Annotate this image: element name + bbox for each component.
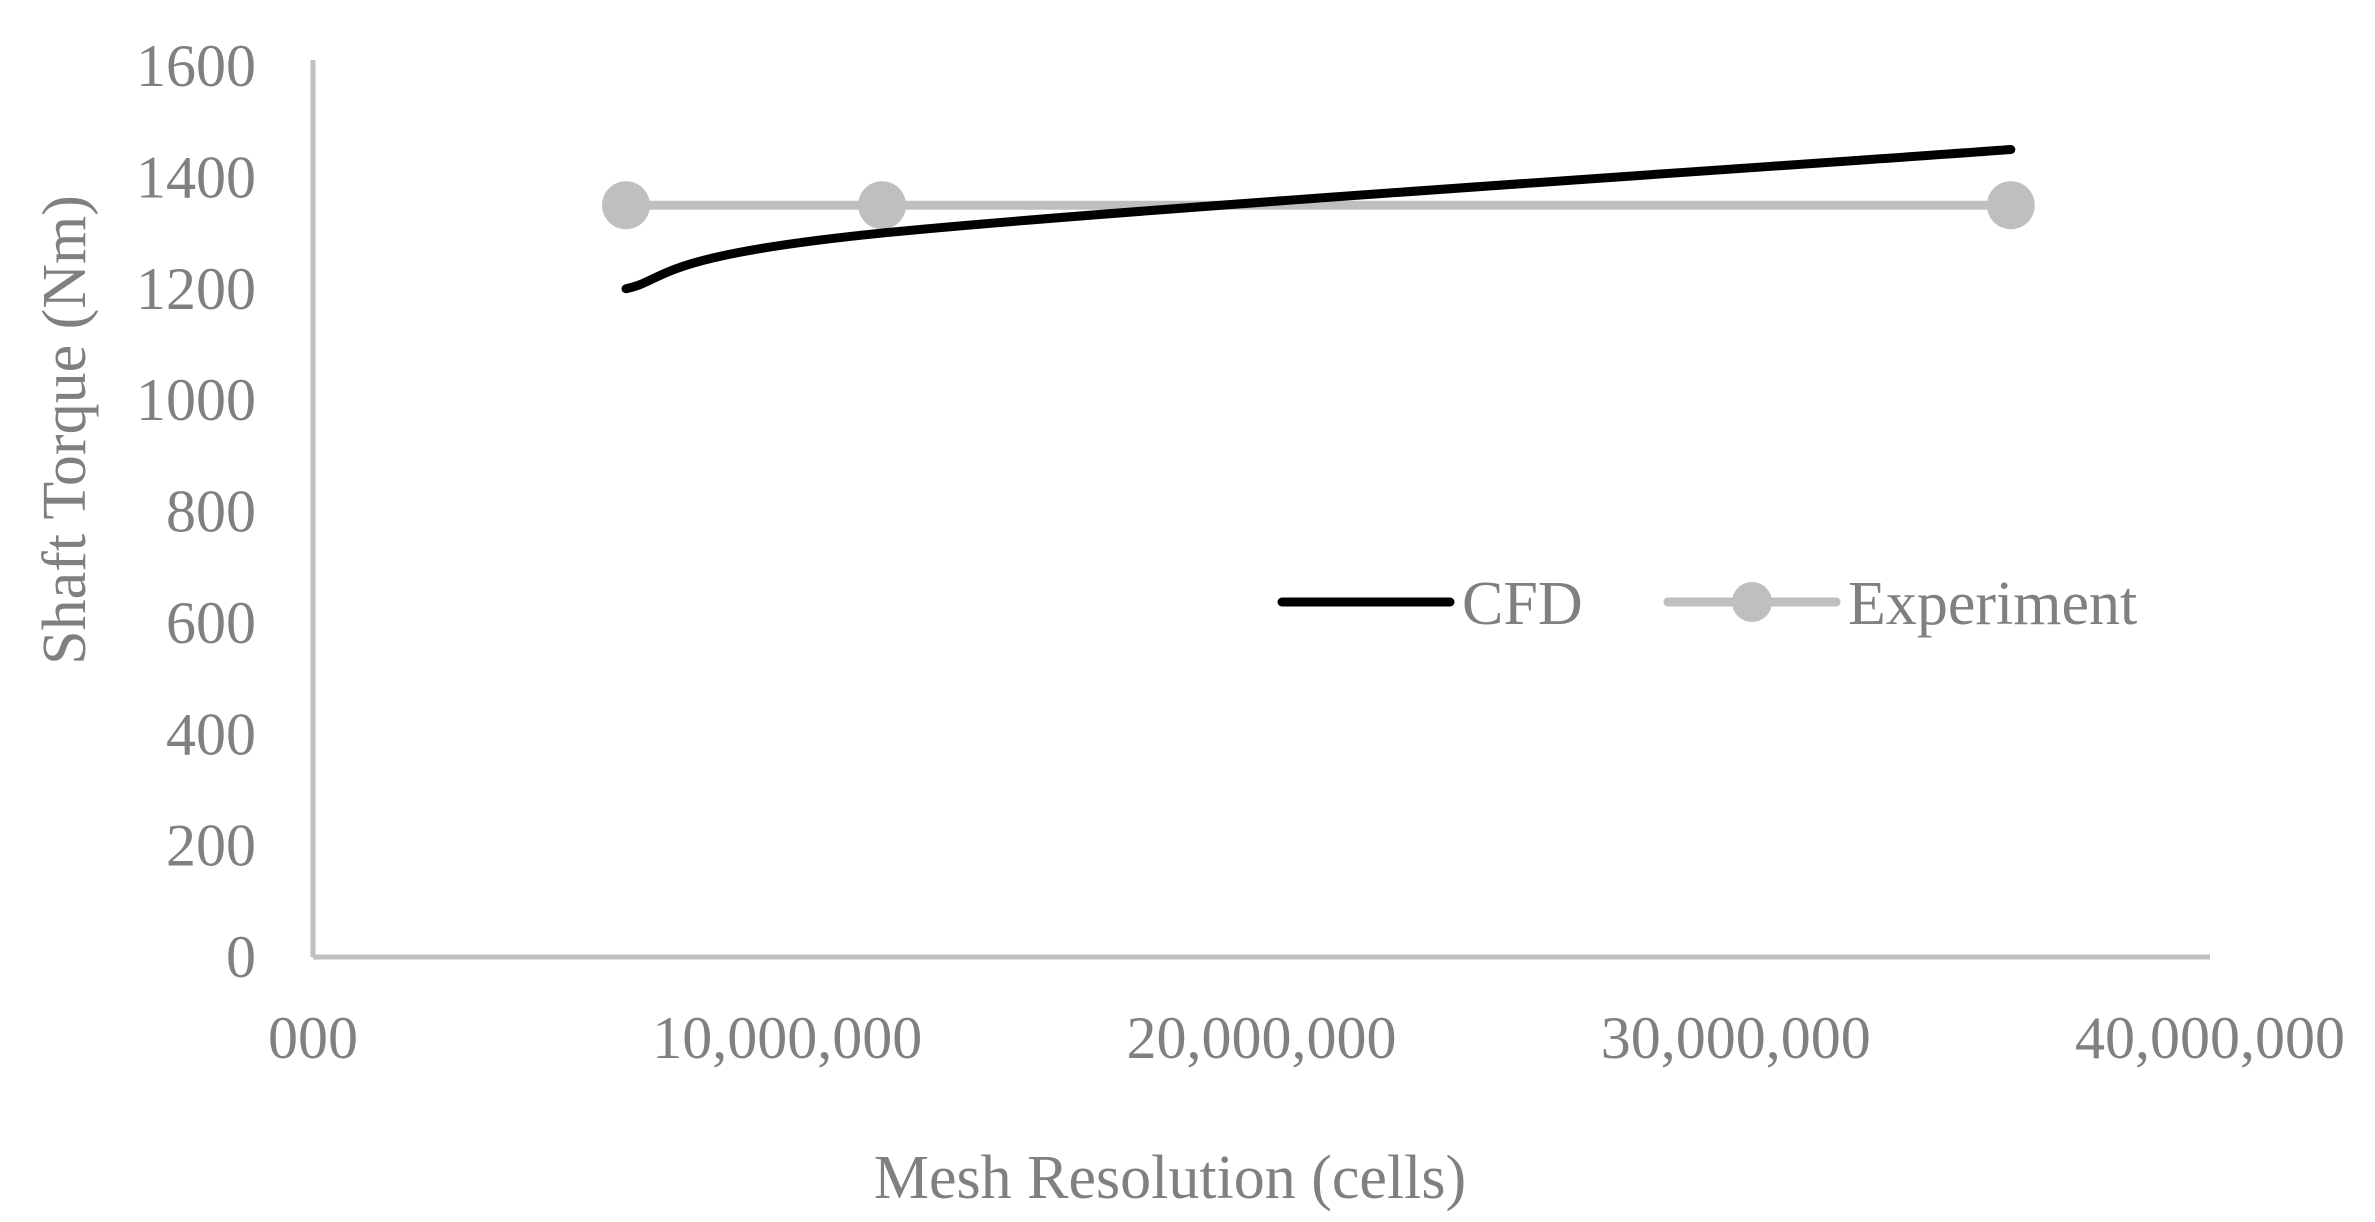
x-tick-label: 20,000,000 — [1127, 1005, 1397, 1071]
legend-label-cfd: CFD — [1462, 570, 1583, 638]
series — [602, 145, 2035, 294]
legend-marker-experiment — [1732, 582, 1772, 622]
y-tick-label: 400 — [166, 701, 256, 767]
y-tick-label: 0 — [226, 924, 256, 990]
legend: CFD Experiment — [1277, 570, 2137, 638]
y-tick-label: 800 — [166, 479, 256, 545]
series-point-experiment — [858, 181, 907, 230]
x-tick-label: 10,000,000 — [652, 1005, 922, 1071]
legend-label-experiment: Experiment — [1848, 570, 2137, 638]
y-tick-label: 1200 — [136, 256, 256, 322]
x-axis-title: Mesh Resolution (cells) — [874, 1144, 1466, 1212]
x-tick-label: 000 — [268, 1005, 358, 1071]
y-tick-label: 1600 — [136, 33, 256, 99]
y-tick-label: 200 — [166, 813, 256, 879]
y-axis-title: Shaft Torque (Nm) — [31, 195, 99, 665]
series-point-experiment — [1986, 181, 2035, 230]
y-tick-label: 1400 — [136, 144, 256, 210]
x-tick-label: 30,000,000 — [1601, 1005, 1871, 1071]
series-point-experiment — [602, 181, 651, 230]
y-tick-labels: 0 200 400 600 800 1000 1200 1400 1600 — [136, 33, 256, 990]
x-tick-labels: 000 10,000,000 20,000,000 30,000,000 40,000,… — [268, 1005, 2345, 1071]
x-tick-label: 40,000,000 — [2075, 1005, 2345, 1071]
y-tick-label: 1000 — [136, 367, 256, 433]
series-line-cfd — [621, 145, 2016, 294]
axes — [310, 60, 2210, 960]
y-tick-label: 600 — [166, 590, 256, 656]
